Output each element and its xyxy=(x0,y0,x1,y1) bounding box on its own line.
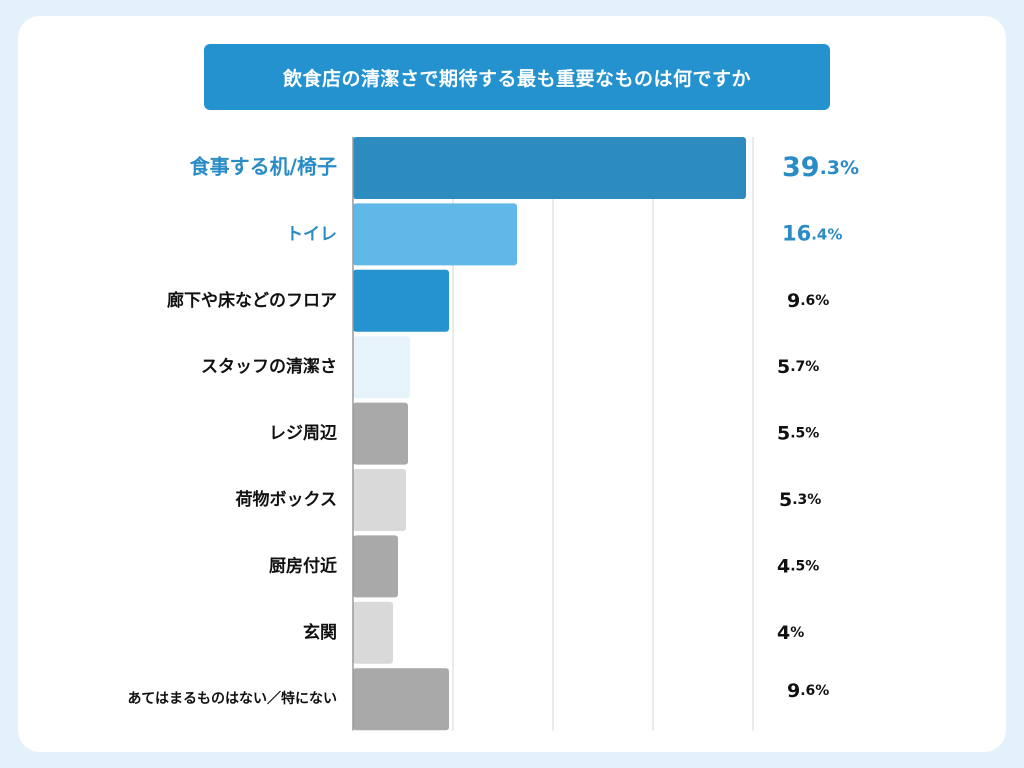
bar xyxy=(353,203,517,266)
category-label: 厨房付近 xyxy=(269,555,337,576)
value-label: 5.5% xyxy=(777,422,819,444)
value-label: 4% xyxy=(777,621,804,643)
category-label: あてはまるものはない／特にない xyxy=(128,690,337,707)
bar xyxy=(353,336,410,399)
bar xyxy=(353,137,746,199)
bar xyxy=(353,535,398,598)
bar xyxy=(353,668,449,731)
category-label: 食事する机/椅子 xyxy=(190,155,337,179)
value-label: 5.7% xyxy=(777,356,819,378)
category-label: スタッフの清潔さ xyxy=(201,356,337,377)
category-label: レジ周辺 xyxy=(269,424,337,444)
value-label: 9.6% xyxy=(787,289,829,311)
category-label: トイレ xyxy=(286,224,337,244)
bar xyxy=(353,601,393,664)
value-label: 4.5% xyxy=(777,555,819,577)
chart-title: 飲食店の清潔さで期待する最も重要なものは何ですか xyxy=(204,44,830,110)
bar xyxy=(353,402,408,465)
value-label: 16.4% xyxy=(782,221,842,245)
category-label: 廊下や床などのフロア xyxy=(167,290,337,311)
category-label: 荷物ボックス xyxy=(236,489,338,510)
value-label: 39.3% xyxy=(782,152,859,183)
bar xyxy=(353,469,406,531)
value-label: 9.6% xyxy=(787,680,829,702)
value-label: 5.3% xyxy=(779,489,821,511)
bar xyxy=(353,269,449,332)
category-label: 玄関 xyxy=(303,622,337,643)
